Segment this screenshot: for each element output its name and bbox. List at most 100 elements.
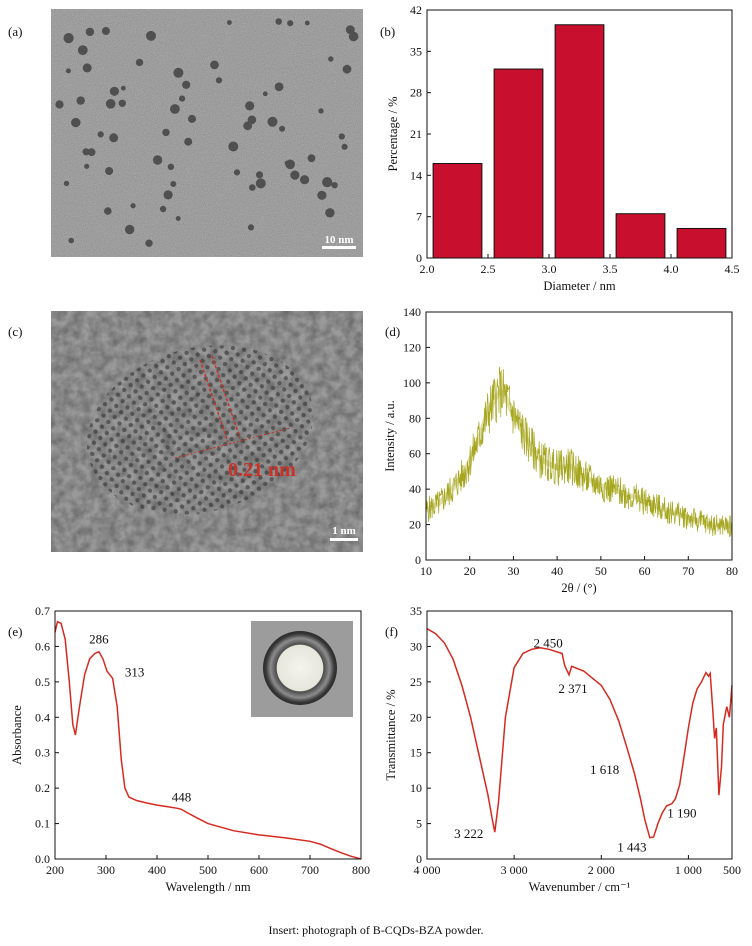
x-tick-label: 600 (250, 863, 268, 877)
y-tick-label: 7 (416, 210, 422, 224)
x-tick-label: 60 (639, 564, 651, 578)
y-tick-label: 5 (416, 817, 422, 831)
powder-photo-inset (251, 621, 353, 717)
x-axis-label: Wavenumber / cm⁻¹ (529, 880, 631, 894)
y-tick-label: 21 (410, 127, 422, 141)
lattice-fringe-marker-1 (199, 359, 229, 443)
panel-label-a: (a) (8, 24, 22, 39)
y-tick-label: 0.1 (35, 817, 50, 831)
peak-annotation: 1 618 (590, 762, 619, 777)
x-tick-label: 800 (352, 863, 370, 877)
panel-label-f: (f) (385, 624, 398, 639)
scale-bar-label-a: 10 nm (324, 234, 353, 246)
y-axis-label: Absorbance (10, 705, 24, 765)
x-axis-label: Wavelength / nm (165, 880, 250, 894)
y-tick-label: 42 (410, 3, 422, 17)
chart-d: 10 20 30 40 50 60 70 80 0 20 40 60 80 100 120 140 2θ / (… (383, 305, 738, 595)
histogram-bar (676, 227, 727, 259)
y-tick-label: 0 (415, 553, 421, 567)
y-tick-label: 0 (416, 852, 422, 866)
xrd-series-line (425, 366, 733, 538)
y-tick-label: 0.3 (35, 746, 50, 760)
panel-label-c: (c) (8, 324, 22, 339)
x-tick-label: 3.0 (542, 262, 557, 276)
plot-frame (425, 311, 733, 561)
x-tick-label: 40 (551, 564, 563, 578)
x-tick-label: 20 (464, 564, 476, 578)
y-tick-label: 120 (403, 340, 421, 354)
chart-b: 2.0 2.5 3.0 3.5 4.0 4.5 0 7 14 21 28 35 42 Diameter /… (386, 3, 740, 293)
transmittance-series-line (426, 628, 733, 839)
scale-bar-label-c: 1 nm (332, 525, 356, 537)
y-axis-label: Percentage / % (386, 97, 400, 172)
y-tick-label: 100 (403, 376, 421, 390)
x-tick-label: 300 (97, 863, 115, 877)
x-tick-label: 30 (507, 564, 519, 578)
y-tick-label: 10 (410, 781, 422, 795)
scale-bar-c (330, 538, 358, 541)
x-tick-label: 500 (723, 863, 741, 877)
y-axis-label: Intensity / a.u. (383, 400, 397, 472)
x-tick-label: 500 (199, 863, 217, 877)
x-axis-label: Diameter / nm (543, 279, 615, 293)
x-tick-label: 3.5 (603, 262, 618, 276)
y-tick-label: 20 (409, 518, 421, 532)
x-tick-label: 4.0 (664, 262, 679, 276)
x-tick-label: 70 (682, 564, 694, 578)
panel-label-e: (e) (8, 624, 22, 639)
y-tick-label: 28 (410, 86, 422, 100)
y-tick-label: 20 (410, 710, 422, 724)
x-tick-label: 200 (46, 863, 64, 877)
histogram-bar (554, 24, 605, 259)
x-tick-label: 2.0 (420, 262, 435, 276)
y-tick-label: 0.0 (35, 852, 50, 866)
x-tick-label: 4 000 (414, 863, 441, 877)
figure-caption: Insert: photograph of B-CQDs-BZA powder. (268, 923, 484, 937)
peak-annotation: 3 222 (454, 826, 483, 841)
y-tick-label: 30 (410, 639, 422, 653)
y-axis-label: Transmittance / % (384, 689, 398, 780)
y-tick-label: 60 (409, 447, 421, 461)
x-tick-label: 80 (726, 564, 738, 578)
y-tick-label: 35 (410, 604, 422, 618)
histogram-bar (432, 163, 483, 259)
lattice-spacing-label: 0.21 nm (228, 459, 296, 481)
peak-annotation: 286 (89, 632, 109, 647)
y-tick-label: 35 (410, 44, 422, 58)
x-tick-label: 4.5 (725, 262, 740, 276)
y-tick-label: 40 (409, 482, 421, 496)
x-tick-label: 10 (420, 564, 432, 578)
y-tick-label: 0.7 (35, 604, 50, 618)
scale-bar-a (322, 246, 356, 249)
panel-label-b: (b) (380, 24, 395, 39)
tem-image-a: 10 nm (51, 9, 363, 257)
x-tick-label: 3 000 (501, 863, 528, 877)
chart-e: 200 300 400 500 600 700 800 0.0 0.1 0.2 0.3 0.4 0.5 0… (10, 604, 370, 894)
peak-annotation: 2 371 (558, 681, 587, 696)
histogram-bar (615, 213, 666, 259)
y-tick-label: 140 (403, 305, 421, 319)
x-tick-label: 50 (595, 564, 607, 578)
y-tick-label: 0.5 (35, 675, 50, 689)
histogram-bar (493, 68, 544, 259)
y-tick-label: 0.2 (35, 781, 50, 795)
y-tick-label: 0 (416, 251, 422, 265)
lattice-fringe-marker-2 (211, 355, 241, 439)
x-tick-label: 1 000 (675, 863, 702, 877)
y-tick-label: 14 (410, 168, 422, 182)
peak-annotation: 2 450 (533, 636, 562, 651)
panel-label-d: (d) (385, 324, 400, 339)
peak-annotation: 448 (172, 789, 192, 804)
y-tick-label: 80 (409, 411, 421, 425)
plot-frame (426, 610, 733, 860)
absorbance-series-line (54, 620, 362, 860)
x-tick-label: 400 (148, 863, 166, 877)
peak-annotation: 1 190 (667, 806, 696, 821)
peak-annotation: 1 443 (617, 840, 646, 855)
chart-f: 4 000 3 000 2 000 1 000 500 0 5 10 15 20 25 30 35 Wav… (384, 604, 741, 894)
peak-annotation: 313 (125, 664, 145, 679)
x-tick-label: 2.5 (481, 262, 496, 276)
x-tick-label: 2 000 (588, 863, 615, 877)
y-tick-label: 0.4 (35, 710, 50, 724)
